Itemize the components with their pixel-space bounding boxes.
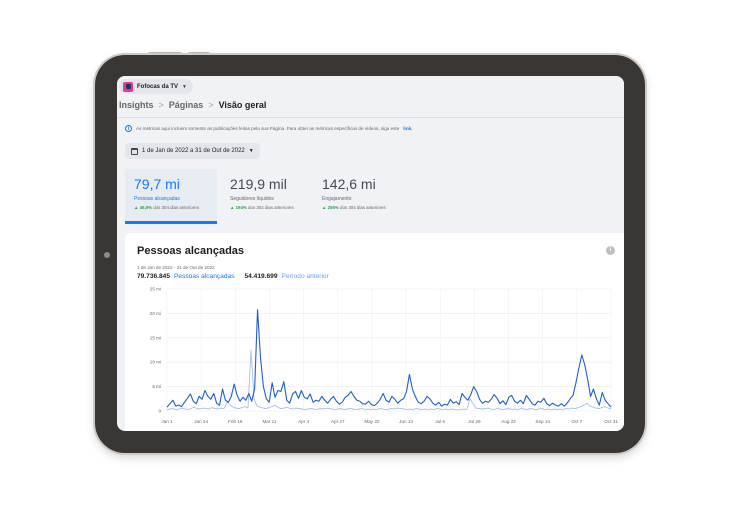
tablet-camera (104, 252, 110, 258)
legend-current-total: 79.736.845 (137, 273, 171, 280)
info-link[interactable]: link. (403, 126, 413, 131)
page-name: Fofocas da TV (137, 83, 179, 90)
x-tick-label: Oct 31 (604, 419, 618, 424)
y-tick-label: 0 (158, 409, 161, 414)
up-arrow-icon: ▲ (134, 205, 140, 210)
chevron-down-icon: ▼ (248, 148, 254, 154)
metric-value: 219,9 mil (230, 176, 287, 192)
x-tick-label: Sep 14 (535, 419, 550, 424)
chevron-down-icon: ▼ (182, 83, 187, 90)
tablet-power-button (188, 52, 210, 56)
x-tick-label: Jul 6 (435, 419, 445, 424)
x-tick-label: Jan 1 (161, 419, 173, 424)
legend-current-label: Pessoas alcançadas (174, 273, 235, 280)
chart-card: Pessoas alcançadas i 1 de Jan de 2022 - … (125, 233, 624, 431)
x-tick-label: Feb 16 (228, 419, 243, 424)
info-banner: i As métricas aqui incluem somente as pu… (125, 125, 412, 132)
metric-change-value: 256% (327, 205, 339, 210)
x-tick-label: Aug 22 (501, 419, 516, 424)
metric-label: Engajamento (322, 196, 352, 202)
legend-previous-label: Período anterior (281, 273, 329, 280)
x-tick-label: Apr 4 (298, 419, 309, 424)
tablet-volume-button (148, 52, 182, 56)
chart-title: Pessoas alcançadas (137, 245, 245, 257)
metric-change: ▲ 194% dos 304 dias anteriores (230, 205, 294, 210)
app-screen: Fofocas da TV ▼ Insights > Páginas > Vis… (117, 76, 624, 431)
metric-change: ▲ 46,5% dos 304 dias anteriores (134, 205, 199, 210)
series-line-previous (166, 349, 612, 411)
page-logo-icon (123, 81, 133, 92)
y-tick-label: 20 mi (150, 311, 161, 316)
metric-change-value: 46,5% (139, 205, 153, 210)
date-range-label: 1 de Jan de 2022 a 31 de Out de 2022 (142, 148, 245, 154)
metric-change-period: dos 304 dias anteriores (340, 205, 386, 210)
metric-change-period: dos 304 dias anteriores (153, 205, 199, 210)
metric-tab-engagement[interactable]: 142,6 mi Engajamento ▲ 256% dos 304 dias… (313, 169, 401, 224)
series-line-current (166, 308, 612, 408)
metric-change-period: dos 304 dias anteriores (248, 205, 294, 210)
breadcrumb-separator: > (208, 100, 214, 110)
x-tick-label: Jul 29 (468, 419, 481, 424)
breadcrumb-separator: > (158, 100, 164, 110)
metric-tab-followers[interactable]: 219,9 mil Seguidores líquidos ▲ 194% dos… (221, 169, 309, 224)
header-divider (117, 117, 624, 118)
x-tick-label: Jan 24 (194, 419, 208, 424)
x-tick-label: May 20 (364, 419, 380, 424)
breadcrumb-pages[interactable]: Páginas (168, 100, 204, 110)
chart-date-range: 1 de Jan de 2022 - 31 de Out de 2022 (137, 265, 215, 270)
breadcrumb: Insights > Páginas > Visão geral (119, 100, 266, 110)
calendar-icon (131, 147, 138, 155)
x-tick-label: Jun 13 (399, 419, 413, 424)
page-switcher[interactable]: Fofocas da TV ▼ (119, 79, 193, 94)
x-tick-label: Mar 11 (262, 419, 276, 424)
page-title: Visão geral (218, 100, 267, 110)
info-text: As métricas aqui incluem somente as publ… (136, 126, 400, 131)
metric-change-value: 194% (235, 205, 247, 210)
breadcrumb-insights[interactable]: Insights (119, 100, 154, 110)
y-tick-label: 5 mi (152, 384, 161, 389)
reach-line-chart: 0 5 mi 10 mi 15 mi 20 mi 25 mi Jan 1 Jan 24 Feb … (150, 287, 618, 425)
x-tick-label: Oct 7 (571, 419, 582, 424)
up-arrow-icon: ▲ (230, 205, 236, 210)
metric-tab-reach[interactable]: 79,7 mi Pessoas alcançadas ▲ 46,5% dos 3… (125, 169, 217, 224)
x-tick-label: Apr 27 (331, 419, 345, 424)
metric-label: Seguidores líquidos (230, 196, 274, 202)
top-bar: Fofocas da TV ▼ (117, 76, 624, 98)
date-range-button[interactable]: 1 de Jan de 2022 a 31 de Out de 2022 ▼ (125, 143, 260, 159)
up-arrow-icon: ▲ (322, 205, 328, 210)
info-icon: i (125, 125, 132, 132)
metric-change: ▲ 256% dos 304 dias anteriores (322, 205, 386, 210)
metric-value: 79,7 mi (134, 176, 180, 192)
y-tick-label: 25 mi (150, 287, 161, 292)
y-tick-label: 10 mi (150, 360, 161, 365)
legend-previous-total: 54.419.699 (244, 273, 278, 280)
y-tick-label: 15 mi (150, 335, 161, 340)
metric-value: 142,6 mi (322, 176, 376, 192)
chart-legend: 79.736.845 Pessoas alcançadas 54.419.699… (137, 273, 329, 280)
metric-label: Pessoas alcançadas (134, 196, 180, 202)
info-icon[interactable]: i (606, 246, 615, 255)
